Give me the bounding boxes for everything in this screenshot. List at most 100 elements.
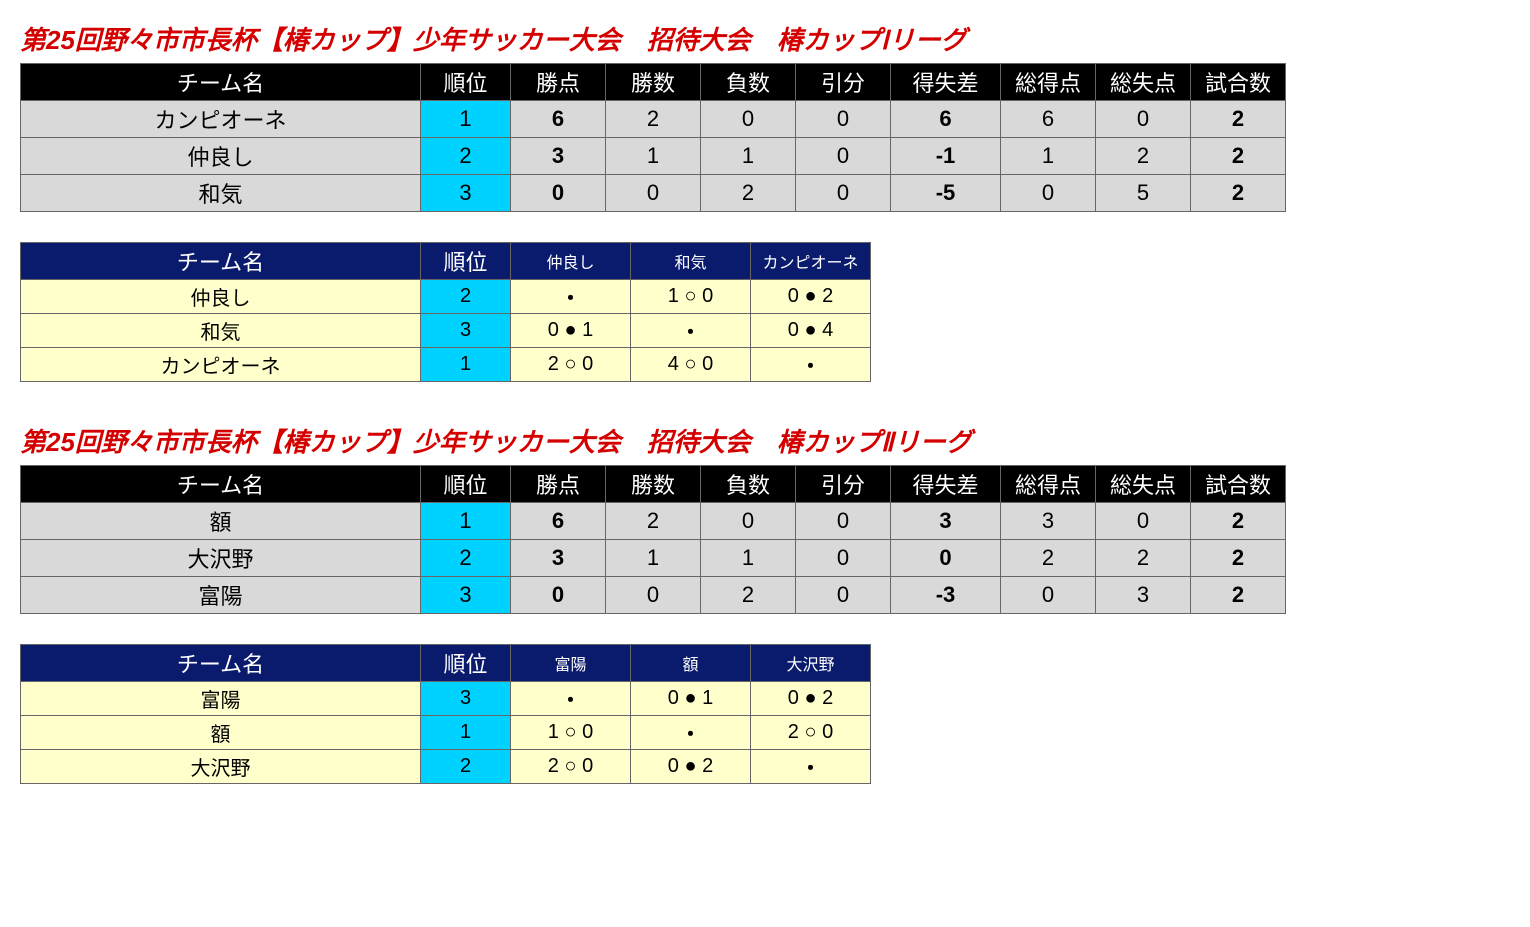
standings-header-rank: 順位 (421, 466, 511, 503)
matrix-header-opponent: 仲良し (511, 243, 631, 280)
standings-cell-w: 1 (606, 138, 701, 175)
standings-cell-gd: 3 (891, 503, 1001, 540)
standings-cell-ga: 2 (1096, 540, 1191, 577)
matrix-row: 額11 ○ 0・2 ○ 0 (21, 716, 871, 750)
matrix-header-team: チーム名 (21, 645, 421, 682)
matrix-cell-result: 2 ○ 0 (511, 750, 631, 784)
standings-cell-pts: 3 (511, 540, 606, 577)
standings-row: 仲良し23110-1122 (21, 138, 1286, 175)
standings-row: カンピオーネ162006602 (21, 101, 1286, 138)
standings-cell-ga: 2 (1096, 138, 1191, 175)
standings-cell-gp: 2 (1191, 138, 1286, 175)
matrix-header-opponent: 額 (631, 645, 751, 682)
standings-cell-l: 2 (701, 175, 796, 212)
matrix-cell-result: 0 ● 2 (751, 280, 871, 314)
standings-cell-l: 2 (701, 577, 796, 614)
matrix-cell-result: 2 ○ 0 (751, 716, 871, 750)
standings-cell-w: 2 (606, 101, 701, 138)
matrix-table: チーム名順位仲良し和気カンピオーネ仲良し2・1 ○ 00 ● 2和気30 ● 1… (20, 242, 871, 382)
matrix-cell-result: 2 ○ 0 (511, 348, 631, 382)
standings-cell-gd: -3 (891, 577, 1001, 614)
matrix-cell-result: ・ (751, 348, 871, 382)
standings-cell-team: 富陽 (21, 577, 421, 614)
standings-cell-l: 0 (701, 101, 796, 138)
matrix-cell-result: 0 ● 2 (631, 750, 751, 784)
standings-cell-rank: 3 (421, 175, 511, 212)
standings-cell-ga: 0 (1096, 503, 1191, 540)
matrix-cell-rank: 1 (421, 716, 511, 750)
standings-header-ga: 総失点 (1096, 466, 1191, 503)
standings-header-gp: 試合数 (1191, 466, 1286, 503)
standings-cell-ga: 0 (1096, 101, 1191, 138)
matrix-cell-result: 4 ○ 0 (631, 348, 751, 382)
standings-cell-team: 和気 (21, 175, 421, 212)
standings-cell-pts: 0 (511, 577, 606, 614)
standings-cell-team: 額 (21, 503, 421, 540)
standings-cell-w: 2 (606, 503, 701, 540)
standings-cell-gp: 2 (1191, 577, 1286, 614)
standings-header-gp: 試合数 (1191, 64, 1286, 101)
standings-cell-gf: 6 (1001, 101, 1096, 138)
standings-cell-d: 0 (796, 175, 891, 212)
standings-cell-rank: 3 (421, 577, 511, 614)
standings-cell-gd: 0 (891, 540, 1001, 577)
standings-header-pts: 勝点 (511, 466, 606, 503)
standings-header-ga: 総失点 (1096, 64, 1191, 101)
matrix-cell-team: 仲良し (21, 280, 421, 314)
matrix-cell-result: ・ (751, 750, 871, 784)
matrix-header-opponent: 大沢野 (751, 645, 871, 682)
standings-row: 額162003302 (21, 503, 1286, 540)
standings-cell-pts: 6 (511, 101, 606, 138)
standings-cell-gf: 0 (1001, 175, 1096, 212)
standings-cell-gp: 2 (1191, 540, 1286, 577)
matrix-cell-result: 0 ● 2 (751, 682, 871, 716)
matrix-cell-result: 0 ● 1 (511, 314, 631, 348)
standings-cell-d: 0 (796, 138, 891, 175)
matrix-cell-team: カンピオーネ (21, 348, 421, 382)
standings-cell-d: 0 (796, 540, 891, 577)
matrix-cell-result: 0 ● 4 (751, 314, 871, 348)
matrix-header-team: チーム名 (21, 243, 421, 280)
standings-cell-d: 0 (796, 503, 891, 540)
standings-cell-gd: 6 (891, 101, 1001, 138)
matrix-row: カンピオーネ12 ○ 04 ○ 0・ (21, 348, 871, 382)
standings-cell-w: 0 (606, 175, 701, 212)
standings-header-gf: 総得点 (1001, 466, 1096, 503)
standings-cell-ga: 5 (1096, 175, 1191, 212)
standings-cell-w: 1 (606, 540, 701, 577)
standings-cell-rank: 2 (421, 540, 511, 577)
standings-header-team: チーム名 (21, 64, 421, 101)
standings-cell-gf: 3 (1001, 503, 1096, 540)
standings-cell-l: 1 (701, 138, 796, 175)
standings-header-d: 引分 (796, 64, 891, 101)
standings-header-w: 勝数 (606, 64, 701, 101)
standings-cell-d: 0 (796, 577, 891, 614)
standings-cell-pts: 0 (511, 175, 606, 212)
matrix-cell-rank: 3 (421, 682, 511, 716)
standings-row: 富陽30020-3032 (21, 577, 1286, 614)
matrix-cell-result: ・ (511, 682, 631, 716)
matrix-cell-result: ・ (631, 716, 751, 750)
standings-cell-gf: 0 (1001, 577, 1096, 614)
matrix-cell-rank: 3 (421, 314, 511, 348)
matrix-cell-result: ・ (511, 280, 631, 314)
matrix-cell-rank: 2 (421, 280, 511, 314)
standings-cell-gd: -5 (891, 175, 1001, 212)
matrix-cell-team: 額 (21, 716, 421, 750)
matrix-header-rank: 順位 (421, 243, 511, 280)
standings-row: 和気30020-5052 (21, 175, 1286, 212)
matrix-header-opponent: カンピオーネ (751, 243, 871, 280)
standings-cell-d: 0 (796, 101, 891, 138)
league-title: 第25回野々市市長杯【椿カップ】少年サッカー大会 招待大会 椿カップⅡリーグ (20, 422, 1510, 459)
standings-cell-w: 0 (606, 577, 701, 614)
matrix-cell-team: 富陽 (21, 682, 421, 716)
matrix-cell-result: 1 ○ 0 (631, 280, 751, 314)
standings-header-gd: 得失差 (891, 466, 1001, 503)
standings-header-l: 負数 (701, 64, 796, 101)
standings-header-d: 引分 (796, 466, 891, 503)
standings-header-gd: 得失差 (891, 64, 1001, 101)
standings-cell-gp: 2 (1191, 175, 1286, 212)
standings-cell-ga: 3 (1096, 577, 1191, 614)
matrix-cell-team: 大沢野 (21, 750, 421, 784)
standings-header-w: 勝数 (606, 466, 701, 503)
